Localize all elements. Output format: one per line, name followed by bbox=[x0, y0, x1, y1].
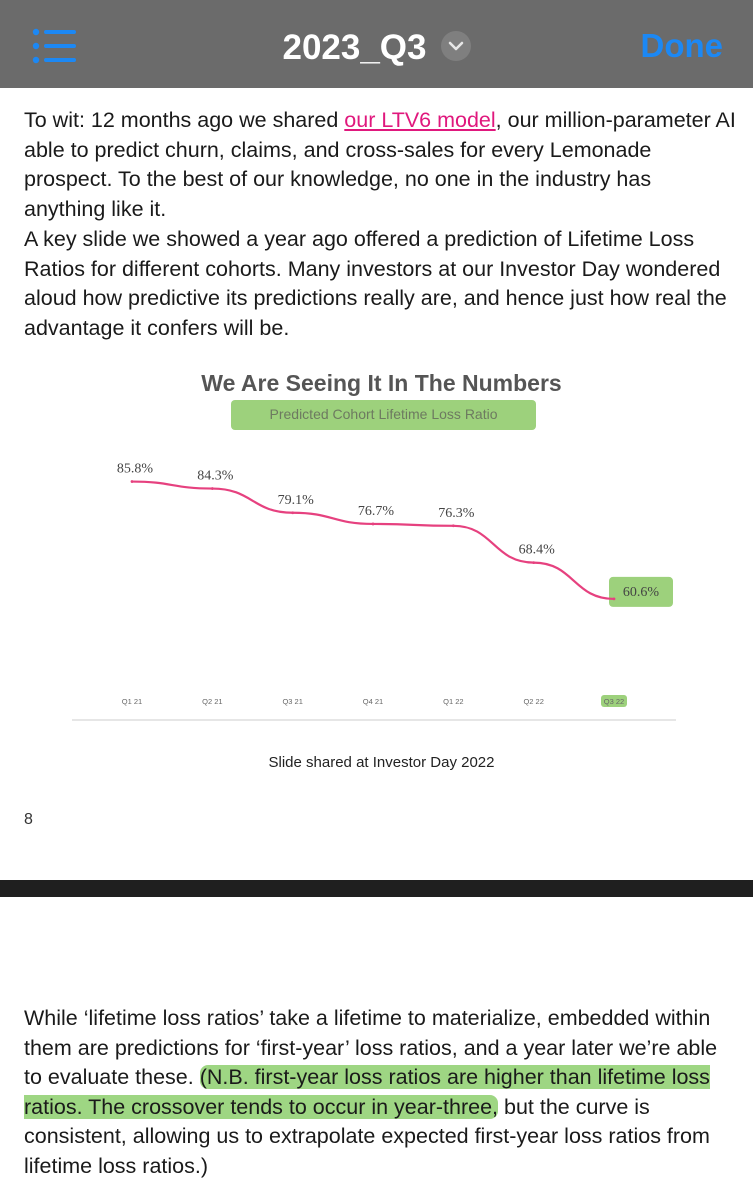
top-bar: 2023_Q3 Done bbox=[0, 0, 753, 88]
data-label: 79.1% bbox=[278, 493, 315, 508]
page-break-divider bbox=[0, 880, 753, 897]
body-text-after-highlight: but the curve is consistent, allowing us… bbox=[24, 1094, 710, 1178]
data-point bbox=[291, 511, 295, 515]
loss-ratio-line-chart: 85.8% 84.3% 79.1% 76.7% 76.3% 68.4% 60.6% Q1 21… bbox=[72, 462, 676, 721]
ltv6-model-link[interactable]: our LTV6 model bbox=[344, 108, 496, 132]
x-tick-label: Q1 21 bbox=[122, 697, 142, 706]
data-point bbox=[210, 487, 214, 490]
data-label: 85.8% bbox=[117, 462, 154, 477]
intro-paragraph-2: A key slide we showed a year ago offered… bbox=[24, 227, 727, 340]
data-label: 60.6% bbox=[623, 585, 660, 600]
data-point bbox=[130, 480, 134, 483]
intro-paragraph-1: To wit: 12 months ago we shared our LTV6… bbox=[24, 106, 736, 224]
x-tick-label: Q3 22 bbox=[604, 697, 624, 706]
list-menu-icon[interactable] bbox=[32, 27, 78, 65]
x-tick-label: Q2 21 bbox=[202, 697, 222, 706]
x-tick-label: Q4 21 bbox=[363, 697, 383, 706]
done-button[interactable]: Done bbox=[640, 27, 724, 64]
chart-title: We Are Seeing It In The Numbers bbox=[201, 370, 562, 396]
body-paragraph-3: While ‘lifetime loss ratios’ take a life… bbox=[24, 1004, 736, 1181]
highlight-marker bbox=[609, 576, 673, 607]
body-text-before-highlight: While ‘lifetime loss ratios’ take a life… bbox=[24, 1006, 718, 1089]
title-dropdown-button[interactable] bbox=[440, 30, 471, 61]
intro-text-after-link: , our million-parameter AI able to predi… bbox=[24, 108, 736, 221]
data-label: 68.4% bbox=[519, 543, 556, 558]
data-point bbox=[532, 561, 536, 564]
data-point bbox=[371, 522, 375, 526]
data-label: 76.3% bbox=[438, 506, 475, 521]
chart-subtitle: Predicted Cohort Lifetime Loss Ratio bbox=[231, 400, 536, 430]
tick-highlight-marker bbox=[601, 695, 627, 707]
data-point bbox=[451, 524, 455, 528]
chevron-down-icon bbox=[448, 41, 463, 51]
data-point bbox=[612, 597, 616, 601]
page-number: 8 bbox=[24, 811, 33, 828]
slide-caption: Slide shared at Investor Day 2022 bbox=[268, 754, 495, 771]
x-tick-label: Q3 21 bbox=[282, 697, 302, 706]
x-tick-label: Q2 22 bbox=[523, 697, 543, 706]
data-label: 84.3% bbox=[197, 469, 234, 484]
intro-text-before-link: To wit: 12 months ago we shared bbox=[24, 108, 345, 132]
document-title-text: 2023_Q3 bbox=[282, 27, 427, 67]
data-label: 76.7% bbox=[358, 504, 395, 519]
document-title: 2023_Q3 bbox=[0, 26, 753, 68]
x-tick-label: Q1 22 bbox=[443, 697, 463, 706]
series-line bbox=[131, 480, 615, 601]
